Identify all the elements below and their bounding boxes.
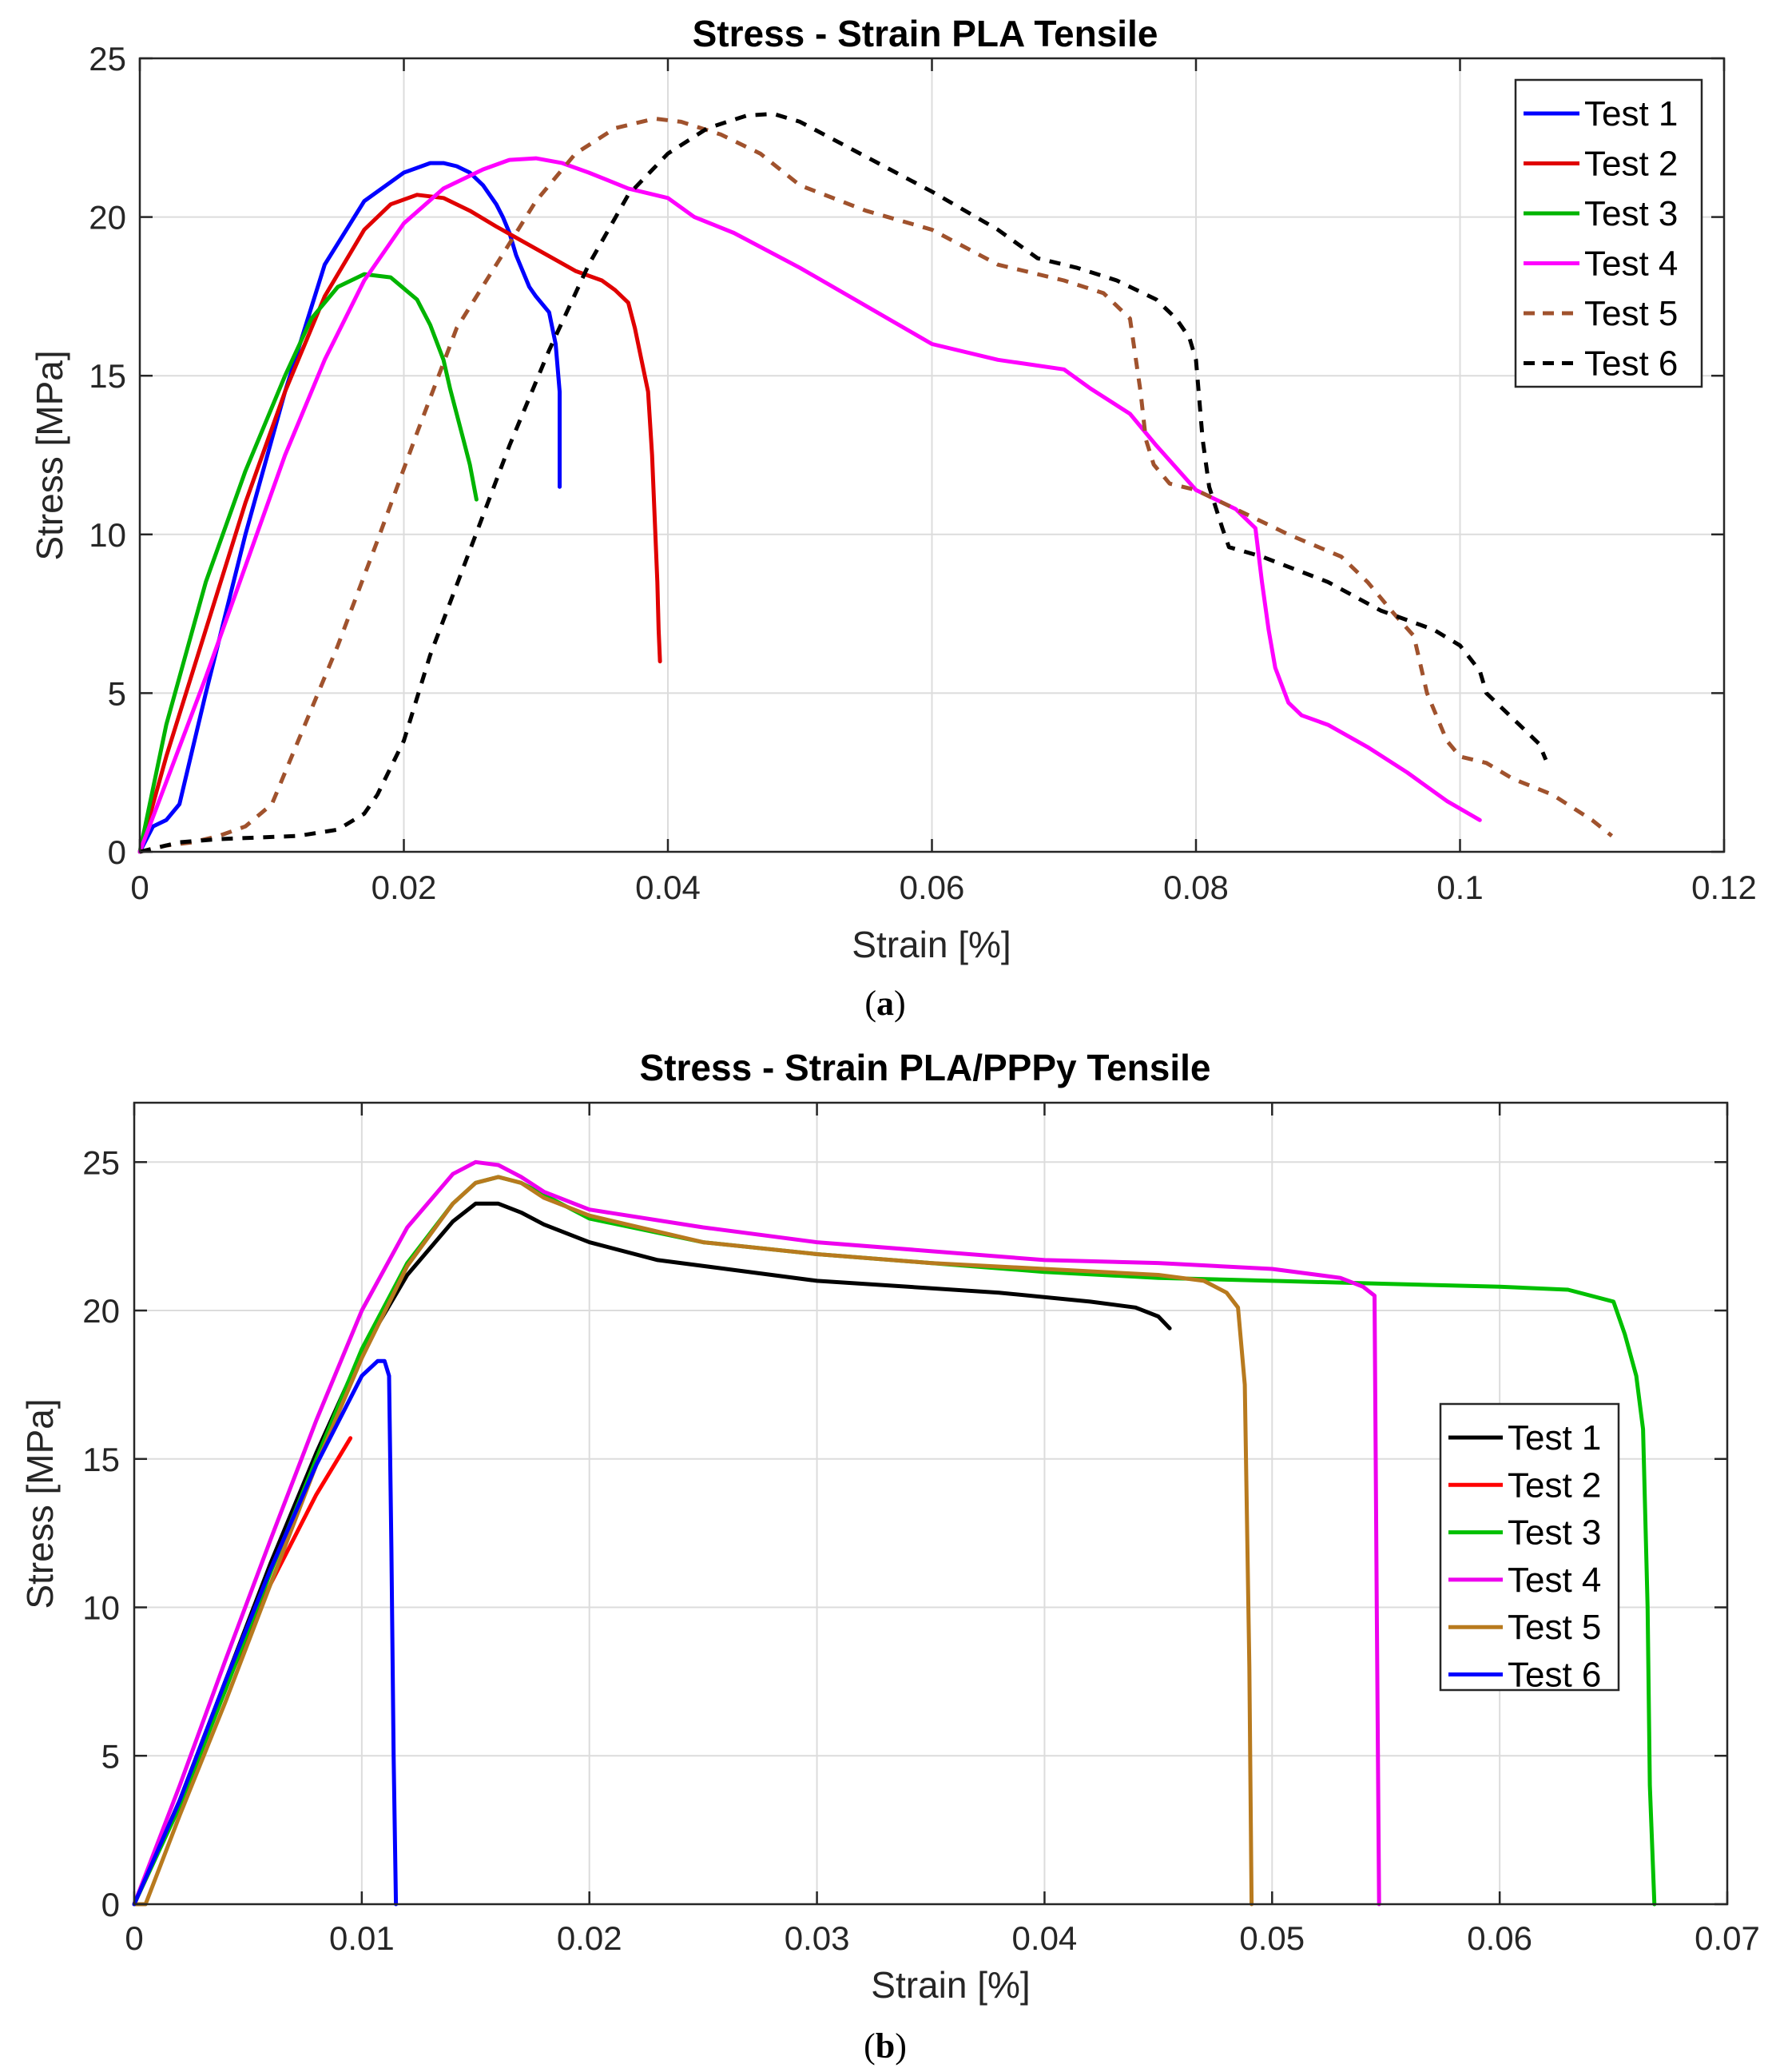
- chart-a-x-tick-label: 0.1: [1436, 869, 1483, 906]
- chart-a-x-axis-label: Strain [%]: [852, 924, 1011, 965]
- chart-a-x-tick-label: 0.06: [900, 869, 965, 906]
- chart-a-legend-label: Test 5: [1584, 294, 1678, 333]
- chart-b-legend-label: Test 4: [1508, 1561, 1601, 1600]
- chart-a-x-tick-label: 0.08: [1163, 869, 1229, 906]
- chart-a-y-tick-label: 0: [108, 833, 126, 871]
- chart-a-series-5-line: [139, 117, 1614, 854]
- chart-a-legend-label: Test 4: [1584, 245, 1678, 284]
- chart-a-y-tick-label: 10: [89, 516, 126, 554]
- chart-b-lines: [132, 1159, 1657, 1907]
- chart-a-lines: [137, 112, 1614, 854]
- chart-b-y-tick-label: 25: [82, 1143, 120, 1181]
- chart-a-y-tick-label: 25: [89, 40, 126, 78]
- chart-b-y-tick-label: 10: [82, 1589, 120, 1627]
- chart-a-y-axis-label: Stress [MPa]: [29, 350, 70, 560]
- chart-a-series-2-line: [137, 193, 662, 854]
- chart-b-caption: (b): [864, 2026, 907, 2066]
- chart-b-y-tick-label: 20: [82, 1292, 120, 1330]
- chart-b-x-ticks: 0 0.01 0.02 0.03 0.04 0.05 0.06 0.07: [125, 1103, 1760, 1957]
- chart-a-y-tick-label: 20: [89, 199, 126, 237]
- chart-b-x-tick-label: 0.04: [1012, 1919, 1078, 1957]
- chart-b-x-tick-label: 0: [125, 1919, 143, 1957]
- chart-b-legend-label: Test 3: [1508, 1513, 1601, 1553]
- chart-a-y-ticks: 0 5 10 15 20 25: [89, 40, 1724, 871]
- chart-b-caption-letter: b: [876, 2026, 895, 2066]
- chart-b-legend-label: Test 2: [1508, 1466, 1601, 1505]
- chart-a: Stress - Strain PLA Tensile 0 0.02 0.04 0.0…: [29, 13, 1757, 1023]
- chart-a-x-tick-label: 0: [130, 869, 149, 906]
- chart-b: Stress - Strain PLA/PPPy Tensile 0 0.01 0.…: [19, 1047, 1760, 2066]
- chart-b-title: Stress - Strain PLA/PPPy Tensile: [640, 1047, 1211, 1088]
- chart-b-series-1-line: [132, 1201, 1172, 1907]
- chart-a-grid: [139, 58, 1725, 853]
- chart-a-legend-label: Test 3: [1584, 194, 1678, 233]
- chart-a-series-1-line: [137, 161, 562, 854]
- chart-b-x-tick-label: 0.03: [785, 1919, 850, 1957]
- chart-a-x-tick-label: 0.12: [1691, 869, 1757, 906]
- chart-a-y-tick-label: 5: [108, 674, 126, 712]
- chart-b-y-tick-label: 5: [101, 1737, 120, 1775]
- chart-b-legend: Test 1 Test 2 Test 3 Test 4 Test 5 Test 6: [1439, 1402, 1620, 1695]
- chart-a-series-6-line: [139, 112, 1548, 854]
- chart-b-legend-label: Test 5: [1508, 1608, 1601, 1647]
- chart-b-x-tick-label: 0.05: [1239, 1919, 1305, 1957]
- chart-a-x-tick-label: 0.04: [635, 869, 701, 906]
- chart-a-series-3-line: [137, 272, 479, 854]
- chart-b-x-tick-label: 0.02: [557, 1919, 622, 1957]
- chart-b-y-ticks: 0 5 10 15 20 25: [82, 1143, 1727, 1923]
- chart-a-series-4-line: [137, 156, 1482, 854]
- chart-a-x-ticks: 0 0.02 0.04 0.06 0.08 0.1 0.12: [130, 58, 1757, 906]
- chart-b-series-6-line: [132, 1358, 399, 1907]
- chart-b-x-axis-label: Strain [%]: [871, 1964, 1030, 2006]
- chart-b-x-tick-label: 0.07: [1695, 1919, 1760, 1957]
- chart-a-legend-label: Test 2: [1584, 145, 1678, 184]
- chart-b-y-axis-label: Stress [MPa]: [19, 1398, 61, 1609]
- chart-a-x-tick-label: 0.02: [371, 869, 437, 906]
- chart-b-legend-label: Test 6: [1508, 1656, 1601, 1695]
- chart-b-series-5-line: [132, 1175, 1254, 1907]
- chart-a-caption-letter: a: [876, 984, 894, 1023]
- chart-b-legend-box: [1439, 1402, 1620, 1692]
- chart-a-title: Stress - Strain PLA Tensile: [693, 13, 1158, 54]
- chart-a-caption: (a): [864, 984, 905, 1023]
- chart-b-x-tick-label: 0.01: [329, 1919, 395, 1957]
- chart-a-y-tick-label: 15: [89, 357, 126, 395]
- chart-b-y-tick-label: 0: [101, 1886, 120, 1923]
- chart-a-legend-label: Test 6: [1584, 344, 1678, 384]
- chart-b-plot-frame: [133, 1101, 1729, 1906]
- chart-a-legend: Test 1 Test 2 Test 3 Test 4 Test 5 Test 6: [1514, 78, 1703, 388]
- chart-a-legend-label: Test 1: [1584, 94, 1678, 133]
- chart-b-legend-label: Test 1: [1508, 1418, 1601, 1458]
- chart-b-y-tick-label: 15: [82, 1441, 120, 1478]
- chart-b-series-4-line: [132, 1159, 1381, 1907]
- chart-a-legend-box: [1514, 78, 1703, 388]
- chart-b-x-tick-label: 0.06: [1467, 1919, 1532, 1957]
